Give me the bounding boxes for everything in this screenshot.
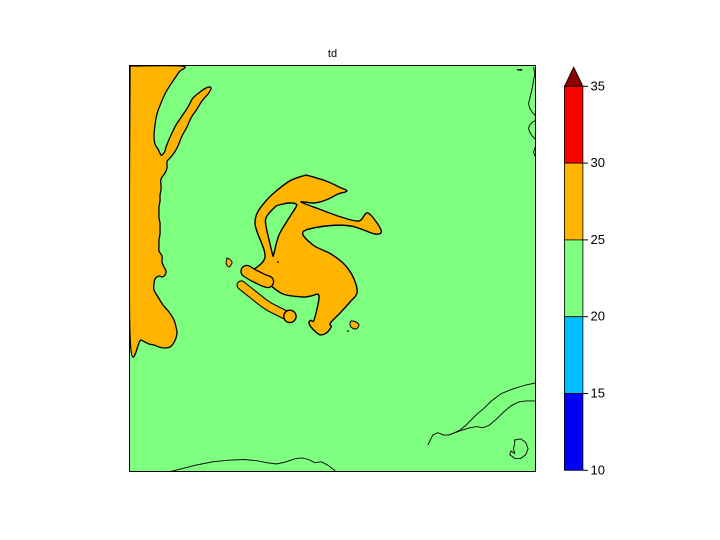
svg-text:25: 25 bbox=[591, 232, 605, 247]
svg-text:30: 30 bbox=[591, 155, 605, 170]
svg-text:35: 35 bbox=[591, 78, 605, 93]
svg-text:15: 15 bbox=[591, 386, 605, 401]
svg-text:10: 10 bbox=[591, 462, 605, 477]
svg-text:20: 20 bbox=[591, 309, 605, 324]
